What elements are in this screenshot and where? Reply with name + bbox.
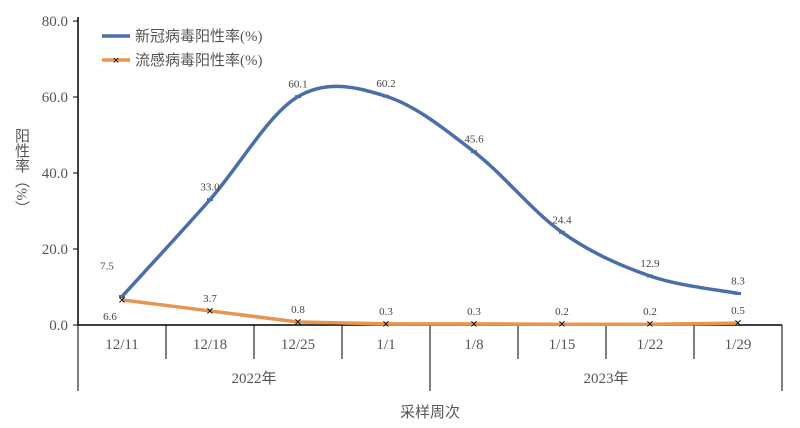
series-marker: ✕: [558, 320, 566, 331]
data-label: 0.2: [643, 306, 657, 318]
series-marker: [295, 95, 301, 99]
y-tick-label: 20.0: [42, 242, 68, 258]
data-label: 3.7: [203, 293, 217, 305]
series-marker: [471, 150, 477, 154]
x-tick-label: 12/18: [193, 337, 227, 353]
y-axis-label: 阳性率（%）: [13, 128, 29, 216]
series-marker: ✕: [646, 320, 654, 331]
x-tick-label: 1/22: [637, 337, 664, 353]
y-tick-label: 0.0: [49, 318, 68, 334]
data-label: 12.9: [640, 258, 660, 270]
data-label: 0.5: [731, 305, 745, 317]
series-marker: [735, 291, 741, 295]
series-marker: ✕: [470, 319, 478, 330]
series-line-1: [121, 298, 739, 326]
x-group-label: 2023年: [583, 370, 628, 387]
data-label: 0.3: [467, 306, 481, 318]
series-marker: [207, 198, 213, 202]
x-tick-label: 1/1: [376, 337, 395, 353]
data-label: 45.6: [464, 134, 484, 146]
data-label: 6.6: [103, 311, 117, 323]
series-marker: [559, 230, 565, 234]
data-label: 33.0: [200, 182, 220, 194]
data-label: 7.5: [100, 261, 114, 273]
data-label: 0.8: [291, 304, 305, 316]
series-marker: [383, 94, 389, 98]
legend-label: 流感病毒阳性率(%): [135, 52, 263, 69]
x-tick-label: 1/15: [549, 337, 576, 353]
y-tick-label: 80.0: [42, 14, 68, 30]
x-tick-label: 1/8: [464, 337, 483, 353]
series-marker: ✕: [382, 319, 390, 330]
data-label: 0.3: [379, 306, 393, 318]
data-label: 0.2: [555, 306, 569, 318]
series-marker: ✕: [294, 317, 302, 328]
series-marker: ✕: [734, 319, 742, 330]
series-marker: [647, 274, 653, 278]
series-marker: [119, 295, 125, 298]
x-tick-label: 1/29: [725, 337, 752, 353]
series-marker: ✕: [118, 295, 126, 306]
y-tick-label: 40.0: [42, 166, 68, 182]
x-tick-label: 12/25: [281, 337, 315, 353]
data-label: 8.3: [731, 275, 745, 287]
data-label: 60.1: [288, 79, 307, 91]
legend-marker: ✕: [112, 56, 120, 66]
series-marker: ✕: [206, 306, 214, 317]
y-tick-label: 60.0: [42, 90, 68, 106]
data-label: 24.4: [552, 214, 572, 226]
legend-label: 新冠病毒阳性率(%): [135, 28, 263, 45]
x-axis-title: 采样周次: [400, 404, 460, 421]
data-label: 60.2: [376, 78, 395, 90]
x-group-label: 2022年: [231, 370, 276, 387]
x-tick-label: 12/11: [105, 337, 139, 353]
